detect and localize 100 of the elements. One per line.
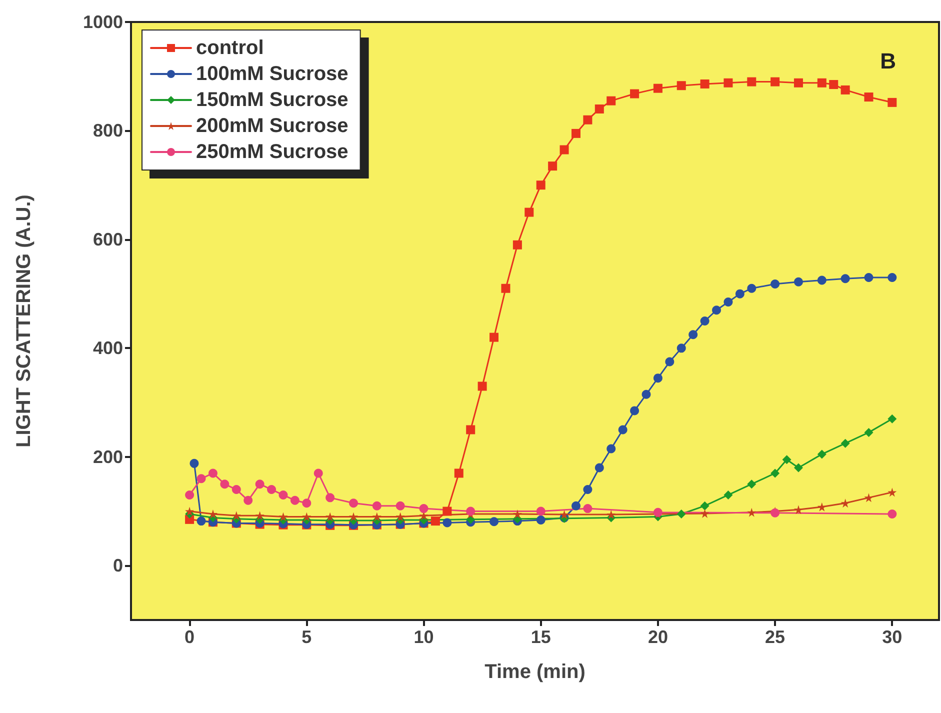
point: [840, 274, 850, 284]
legend-label: control: [196, 37, 264, 59]
point: [454, 468, 464, 478]
point: [817, 502, 826, 512]
point: [630, 89, 640, 98]
point: [630, 406, 640, 416]
point: [583, 504, 592, 514]
x-tick-label: 10: [414, 627, 434, 647]
point: [442, 518, 452, 528]
point: [642, 390, 651, 399]
point: [817, 276, 826, 285]
point: [747, 284, 756, 293]
point: [676, 344, 686, 353]
point: [594, 104, 604, 114]
x-tick-label: 15: [530, 627, 551, 647]
point: [267, 485, 276, 494]
point: [653, 374, 662, 383]
point: [196, 516, 206, 526]
point: [700, 501, 710, 510]
point: [700, 316, 710, 326]
y-tick-label: 400: [92, 338, 123, 358]
point: [348, 512, 358, 522]
point: [302, 498, 312, 508]
point: [232, 511, 241, 520]
point: [888, 414, 897, 424]
point: [244, 496, 253, 505]
point: [220, 480, 230, 489]
point: [478, 382, 487, 391]
point: [512, 240, 522, 250]
point: [676, 81, 686, 90]
point: [724, 297, 733, 306]
point: [840, 498, 850, 508]
point: [864, 428, 874, 437]
point: [840, 85, 850, 94]
point: [606, 510, 616, 520]
point: [782, 455, 792, 464]
point: [419, 504, 428, 514]
legend-label: 250mM Sucrose: [196, 141, 348, 163]
legend-label: 200mM Sucrose: [196, 115, 348, 137]
point: [817, 450, 826, 459]
point: [724, 490, 733, 500]
point: [724, 78, 733, 88]
point: [349, 498, 358, 508]
point: [794, 78, 803, 88]
point: [326, 493, 335, 502]
point: [501, 284, 510, 293]
point: [888, 98, 897, 107]
point: [676, 509, 686, 518]
y-tick-label: 800: [92, 120, 123, 141]
point: [864, 273, 874, 282]
point: [770, 468, 780, 478]
point: [794, 277, 803, 286]
point: [700, 79, 710, 88]
point: [840, 438, 850, 448]
point: [888, 509, 897, 518]
point: [712, 306, 722, 315]
point: [571, 501, 580, 510]
point: [396, 512, 405, 522]
point: [560, 145, 569, 154]
point: [688, 330, 698, 340]
y-tick-label: 600: [92, 229, 123, 250]
point: [196, 474, 206, 484]
point: [302, 512, 312, 522]
point: [372, 512, 382, 522]
point: [430, 516, 440, 526]
annotation: B: [880, 48, 896, 74]
point: [185, 490, 194, 500]
point: [466, 425, 476, 434]
point: [665, 357, 674, 366]
x-tick-label: 25: [765, 627, 786, 647]
legend-label: 150mM Sucrose: [196, 89, 348, 111]
point: [606, 444, 616, 454]
point: [888, 488, 897, 497]
point: [490, 517, 499, 526]
point: [536, 180, 546, 190]
x-tick-label: 30: [882, 627, 902, 647]
point: [770, 280, 780, 289]
y-tick-label: 1000: [82, 12, 123, 32]
x-tick-label: 20: [648, 627, 668, 647]
y-tick-label: 0: [112, 556, 123, 576]
point: [583, 115, 592, 124]
point: [864, 92, 874, 102]
point: [190, 458, 199, 468]
point: [618, 425, 628, 434]
point: [396, 501, 405, 510]
point: [700, 508, 710, 518]
point: [829, 80, 838, 90]
point: [524, 208, 534, 217]
point: [571, 128, 580, 138]
point: [255, 511, 264, 520]
point: [888, 273, 897, 282]
point: [536, 506, 546, 516]
point: [548, 162, 558, 171]
point: [735, 289, 744, 298]
point: [594, 463, 604, 472]
point: [278, 490, 288, 500]
point: [560, 510, 569, 520]
point: [512, 509, 522, 518]
point: [232, 485, 241, 494]
legend-label: 100mM Sucrose: [196, 63, 348, 85]
